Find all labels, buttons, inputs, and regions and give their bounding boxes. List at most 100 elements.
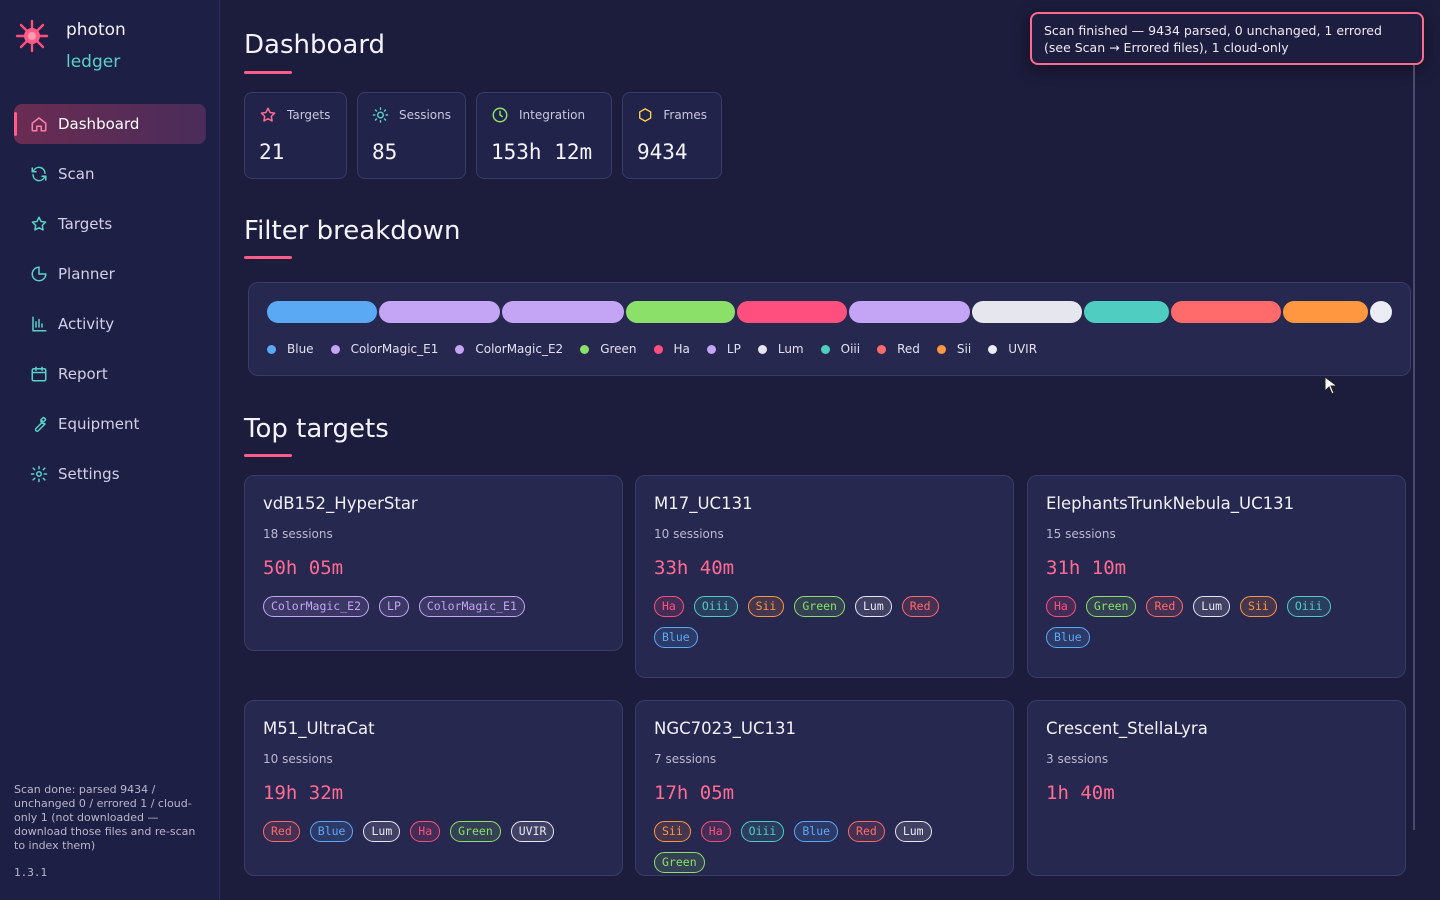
sun-icon — [372, 107, 389, 123]
target-name: ElephantsTrunkNebula_UC131 — [1046, 494, 1295, 513]
legend-item: UVIR — [988, 342, 1037, 356]
filter-segment-ha[interactable] — [737, 301, 847, 323]
legend-item: Lum — [757, 342, 804, 356]
target-sessions: 10 sessions — [263, 752, 333, 766]
legend-item: Red — [877, 342, 920, 356]
legend-label: Red — [897, 342, 920, 356]
target-sessions: 10 sessions — [654, 527, 724, 541]
nav-item-equipment[interactable]: Equipment — [14, 404, 206, 444]
target-card[interactable]: ElephantsTrunkNebula_UC131 15 sessions 31h… — [1027, 475, 1406, 678]
filter-tag: Blue — [309, 821, 354, 842]
nav-item-report[interactable]: Report — [14, 354, 206, 394]
nav-label: Report — [58, 365, 108, 383]
filter-segment-lum[interactable] — [972, 301, 1082, 323]
filter-segment-lp[interactable] — [848, 301, 971, 323]
nav-item-activity[interactable]: Activity — [14, 304, 206, 344]
target-name: Crescent_StellaLyra — [1046, 719, 1208, 738]
nav-item-scan[interactable]: Scan — [14, 154, 206, 194]
legend-label: Blue — [287, 342, 314, 356]
legend-item: ColorMagic_E2 — [455, 342, 563, 356]
sidebar-nav: Dashboard Scan Targets Planner Activity — [14, 104, 206, 504]
filter-tag: Ha — [410, 821, 441, 842]
nav-item-dashboard[interactable]: Dashboard — [14, 104, 206, 144]
calendar-icon — [30, 365, 48, 383]
target-card[interactable]: Crescent_StellaLyra 3 sessions 1h 40m — [1027, 700, 1406, 876]
legend-item: Blue — [267, 342, 314, 356]
filter-tag: Red — [1146, 596, 1184, 617]
filter-segment-uvir[interactable] — [1369, 301, 1392, 323]
section-underline — [244, 454, 292, 457]
brand-subtitle: ledger — [66, 52, 121, 72]
target-card[interactable]: NGC7023_UC131 7 sessions 17h 05m Sii Ha Oiii B… — [635, 700, 1014, 876]
nav-item-targets[interactable]: Targets — [14, 204, 206, 244]
stat-card-frames: Frames 9434 — [622, 92, 722, 179]
stat-label: Sessions — [398, 108, 451, 122]
legend-dot — [757, 344, 767, 354]
legend-label: Ha — [673, 342, 690, 356]
legend-dot — [455, 344, 465, 354]
filter-tag: Green — [654, 852, 705, 873]
nav-label: Targets — [58, 215, 113, 233]
filter-tag: LP — [379, 596, 409, 617]
nav-label: Equipment — [58, 415, 140, 433]
target-integration-time: 50h 05m — [263, 557, 344, 579]
nav-item-planner[interactable]: Planner — [14, 254, 206, 294]
filter-tags: Ha Oiii Sii Green Lum Red Blue — [654, 596, 995, 658]
target-integration-time: 17h 05m — [654, 782, 735, 804]
stat-value: 153h 12m — [491, 140, 593, 164]
filter-segment-oiii[interactable] — [1083, 301, 1170, 323]
legend-dot — [267, 344, 276, 354]
legend-item: Sii — [936, 342, 972, 356]
filter-tag: Blue — [1046, 627, 1090, 648]
filter-segment-blue[interactable] — [267, 301, 377, 323]
refresh-icon — [30, 165, 48, 183]
filter-stacked-bar — [267, 301, 1394, 323]
filter-tag: Sii — [1240, 596, 1277, 617]
stat-value: 21 — [259, 140, 285, 164]
filter-tag: Oiii — [1286, 596, 1331, 617]
legend-dot — [936, 344, 946, 354]
filter-segment-colormagic_e1[interactable] — [378, 301, 501, 323]
gear-icon — [30, 465, 48, 483]
filter-tag: Lum — [854, 596, 892, 617]
target-integration-time: 33h 40m — [654, 557, 735, 579]
target-card[interactable]: vdB152_HyperStar 18 sessions 50h 05m ColorM… — [244, 475, 623, 651]
filter-tag: Green — [450, 821, 501, 842]
target-card[interactable]: M51_UltraCat 10 sessions 19h 32m Red Blue Lum… — [244, 700, 623, 876]
legend-dot — [820, 344, 830, 354]
legend-label: Sii — [956, 342, 972, 356]
star-icon — [30, 215, 48, 233]
filter-segment-colormagic_e2[interactable] — [502, 301, 624, 323]
legend-dot — [330, 344, 340, 354]
filter-tag: Sii — [747, 596, 785, 617]
target-sessions: 3 sessions — [1046, 752, 1109, 766]
nav-label: Planner — [58, 265, 115, 283]
filter-tag: Lum — [363, 821, 401, 842]
filter-tag: Blue — [654, 627, 698, 648]
target-sessions: 7 sessions — [654, 752, 717, 766]
stat-card-targets: Targets 21 — [244, 92, 347, 179]
filter-tag: Ha — [654, 596, 684, 617]
target-name: M17_UC131 — [654, 494, 753, 513]
stat-value: 85 — [372, 140, 398, 164]
stat-label: Integration — [519, 108, 586, 122]
brand[interactable]: photon ledger — [14, 18, 126, 74]
legend-item: Green — [580, 342, 637, 356]
filter-segment-green[interactable] — [625, 301, 736, 323]
filter-tag: Red — [901, 596, 939, 617]
target-card[interactable]: M17_UC131 10 sessions 33h 40m Ha Oiii Sii Gree… — [635, 475, 1014, 678]
nav-item-settings[interactable]: Settings — [14, 454, 206, 494]
legend-item: Oiii — [820, 342, 860, 356]
filter-tag: Lum — [894, 821, 932, 842]
filter-tags: Ha Green Red Lum Sii Oiii Blue — [1046, 596, 1387, 658]
filter-segment-red[interactable] — [1171, 301, 1281, 323]
filter-tag: Ha — [700, 821, 731, 842]
nav-label: Activity — [58, 315, 115, 333]
filter-segment-sii[interactable] — [1282, 301, 1368, 323]
legend-dot — [877, 344, 887, 354]
scan-toast[interactable]: Scan finished — 9434 parsed, 0 unchanged… — [1030, 12, 1424, 65]
target-sessions: 15 sessions — [1046, 527, 1116, 541]
scrollbar[interactable] — [1413, 65, 1415, 830]
legend-dot — [653, 344, 663, 354]
hexagon-icon — [639, 108, 652, 122]
